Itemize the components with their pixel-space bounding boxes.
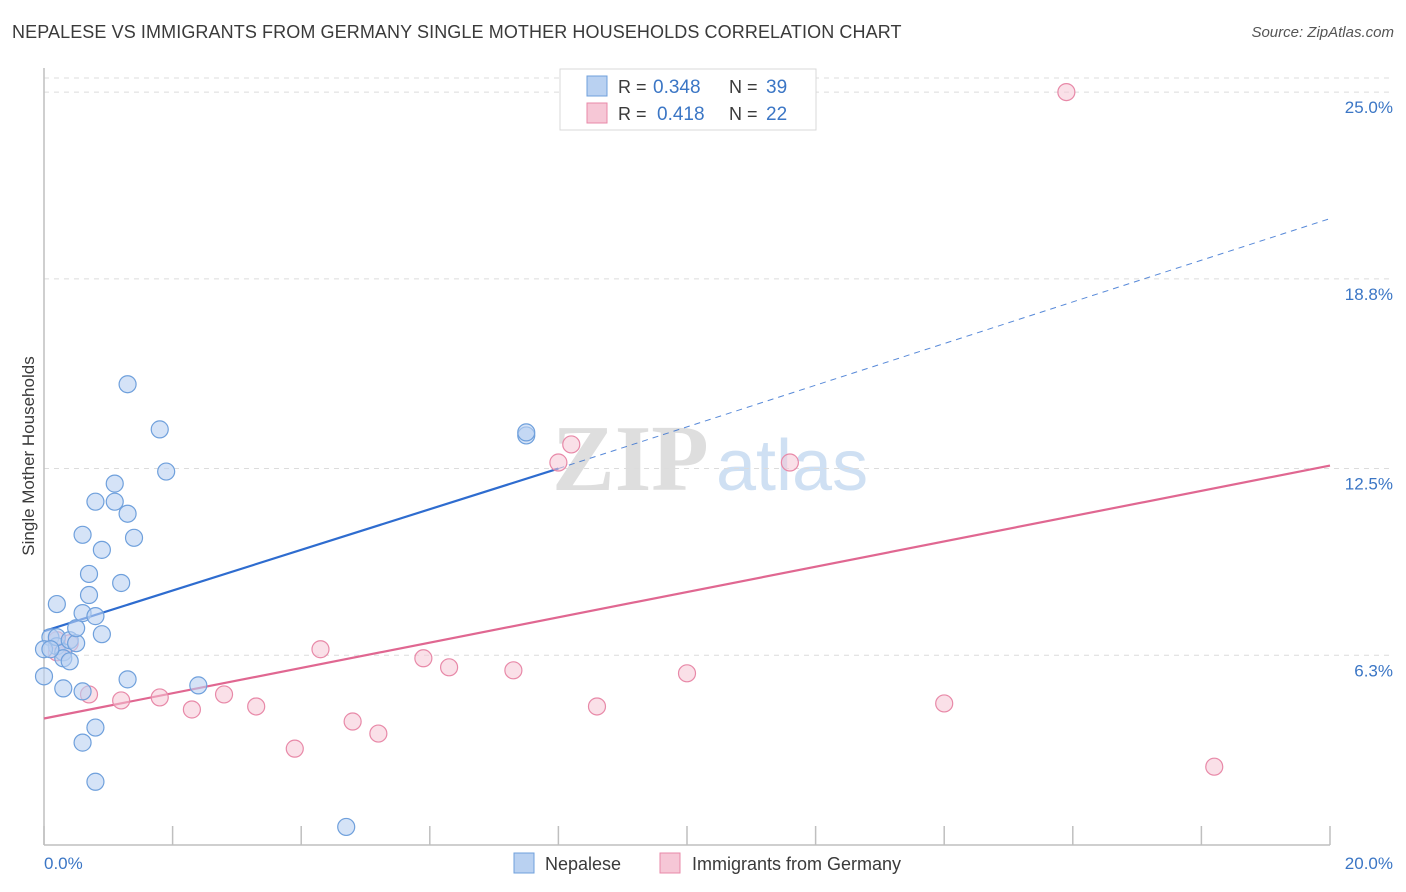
data-point-nepalese [79, 585, 99, 605]
watermark-zip: ZIP [552, 407, 709, 511]
data-point-nepalese [337, 817, 356, 837]
data-point-nepalese [73, 682, 92, 701]
trend-line-immigrants-from-germany [43, 464, 1331, 720]
legend-r-label-germany: R = [618, 104, 647, 124]
data-point-nepalese [86, 607, 105, 626]
data-point-immigrants-from-germany [935, 694, 954, 713]
data-point-immigrants-from-germany [112, 691, 131, 710]
legend-n-value-nepalese: 39 [766, 77, 787, 98]
series-nepalese [34, 375, 536, 837]
data-point-nepalese [118, 375, 137, 394]
data-point-immigrants-from-germany [780, 453, 799, 472]
data-point-immigrants-from-germany [414, 649, 433, 668]
trend-line-nepalese [43, 467, 559, 633]
data-point-nepalese [73, 525, 92, 544]
source-credit: Source: ZipAtlas.com [1251, 24, 1394, 41]
y-tick-label: 12.5% [1345, 475, 1393, 494]
data-point-immigrants-from-germany [504, 661, 523, 680]
legend-n-label-nepalese: N = [729, 77, 758, 97]
legend-n-value-germany: 22 [766, 104, 787, 125]
bottom-legend-swatch-nepalese [513, 852, 535, 874]
data-point-nepalese [92, 625, 111, 644]
data-point-nepalese [47, 594, 66, 614]
legend-swatch-nepalese [586, 75, 608, 97]
data-point-nepalese [118, 504, 137, 523]
legend-r-value-germany: 0.418 [657, 104, 705, 125]
legend-r-value-nepalese: 0.348 [653, 77, 701, 98]
data-point-nepalese [92, 540, 111, 559]
y-tick-label: 18.8% [1345, 285, 1393, 304]
data-point-immigrants-from-germany [214, 685, 234, 704]
data-point-immigrants-from-germany [285, 739, 304, 758]
gridlines [44, 77, 1393, 656]
data-point-nepalese [124, 528, 144, 547]
data-point-nepalese [86, 718, 105, 737]
data-point-immigrants-from-germany [677, 664, 697, 683]
trend-line-nepalese-extension [558, 218, 1331, 470]
data-point-nepalese [112, 573, 131, 593]
data-point-nepalese [517, 423, 536, 442]
data-point-nepalese [86, 492, 105, 511]
data-point-immigrants-from-germany [587, 697, 607, 716]
data-point-immigrants-from-germany [247, 697, 266, 716]
data-point-nepalese [79, 564, 99, 584]
data-point-nepalese [54, 679, 73, 698]
data-point-immigrants-from-germany [549, 453, 568, 472]
data-point-immigrants-from-germany [439, 658, 459, 677]
trend-lines [43, 218, 1331, 720]
data-point-nepalese [105, 474, 124, 493]
x-axis-ticks [43, 826, 1331, 845]
y-tick-label: 6.3% [1354, 661, 1393, 680]
bottom-legend-label-germany: Immigrants from Germany [692, 854, 901, 874]
chart-title: NEPALESE VS IMMIGRANTS FROM GERMANY SING… [12, 22, 902, 42]
data-point-nepalese [189, 676, 208, 695]
legend-r-label-nepalese: R = [618, 77, 647, 97]
data-point-immigrants-from-germany [311, 640, 330, 659]
data-point-immigrants-from-germany [562, 435, 581, 454]
data-point-nepalese [73, 733, 92, 752]
bottom-legend: Nepalese Immigrants from Germany [513, 852, 901, 874]
y-tick-labels: 6.3% 12.5% 18.8% 25.0% [1345, 98, 1393, 680]
bottom-legend-swatch-germany [659, 852, 681, 874]
data-point-immigrants-from-germany [1057, 82, 1076, 102]
y-axis-label: Single Mother Households [19, 356, 38, 555]
data-point-immigrants-from-germany [182, 700, 201, 719]
data-point-nepalese [118, 670, 137, 689]
data-point-immigrants-from-germany [150, 688, 169, 707]
y-tick-label: 25.0% [1345, 98, 1393, 117]
legend-box: R = 0.348 N = 39 R = 0.418 N = 22 [559, 68, 817, 131]
data-point-nepalese [150, 420, 169, 439]
data-point-nepalese [60, 652, 79, 671]
bottom-legend-label-nepalese: Nepalese [545, 854, 621, 874]
legend-n-label-germany: N = [729, 104, 758, 124]
data-point-nepalese [41, 640, 60, 659]
data-point-nepalese [157, 462, 176, 481]
watermark: ZIP atlas [552, 407, 868, 511]
data-point-nepalese [105, 492, 124, 511]
x-tick-label-min: 0.0% [44, 854, 83, 873]
data-point-nepalese [67, 634, 86, 653]
legend-swatch-germany [586, 102, 608, 124]
x-tick-label-max: 20.0% [1345, 854, 1393, 873]
data-point-immigrants-from-germany [343, 712, 362, 731]
data-point-nepalese [34, 667, 54, 686]
data-point-immigrants-from-germany [1205, 757, 1224, 776]
data-point-nepalese [67, 619, 86, 638]
data-point-immigrants-from-germany [369, 724, 388, 743]
data-point-nepalese [86, 772, 105, 791]
